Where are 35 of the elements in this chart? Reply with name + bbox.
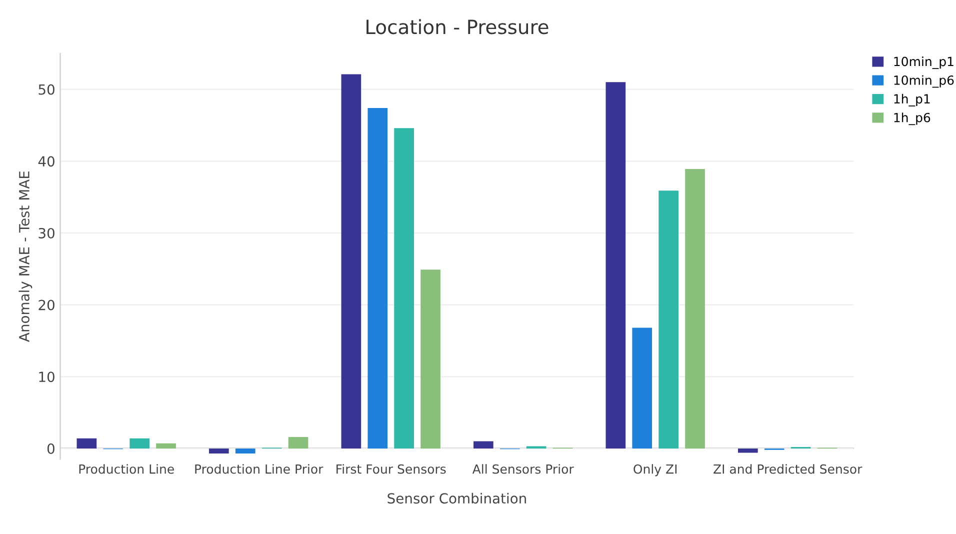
bar: [394, 128, 414, 448]
bar: [606, 82, 626, 448]
x-tick-label: ZI and Predicted Sensor: [714, 464, 862, 474]
y-tick-label: 10: [39, 372, 54, 382]
bar: [235, 448, 256, 454]
x-tick-label: First Four Sensors: [336, 464, 446, 474]
chart-title: Location - Pressure: [366, 19, 548, 34]
y-tick-label: 0: [47, 443, 54, 454]
x-axis-title: Sensor Combination: [388, 492, 526, 504]
legend-label: 10min_p6: [894, 75, 954, 88]
bar: [341, 74, 362, 448]
x-tick-label: Production Line Prior: [195, 464, 324, 474]
bar: [288, 436, 308, 448]
y-tick-label: 40: [38, 156, 54, 167]
legend-label: 1h_p6: [894, 112, 930, 126]
bar: [156, 443, 176, 448]
y-tick-label: 30: [38, 228, 54, 238]
y-tick-label: 20: [38, 300, 54, 310]
bar: [658, 190, 678, 448]
bar: [685, 169, 705, 448]
bar: [76, 438, 97, 448]
bar: [474, 441, 494, 448]
x-tick-label: Production Line: [79, 464, 174, 474]
bar: [738, 448, 758, 453]
x-tick-label: All Sensors Prior: [472, 464, 574, 474]
bar: [632, 328, 652, 448]
x-tick-label: Only ZI: [634, 464, 677, 476]
bar: [420, 270, 440, 448]
bar: [368, 108, 388, 448]
legend-label: 10min_p1: [894, 56, 954, 69]
legend-label: 1h_p1: [894, 94, 930, 106]
bar: [130, 438, 150, 448]
y-axis-title: Anomaly MAE - Test MAE: [18, 171, 32, 342]
y-tick-label: 50: [38, 84, 54, 95]
bar: [209, 448, 229, 454]
